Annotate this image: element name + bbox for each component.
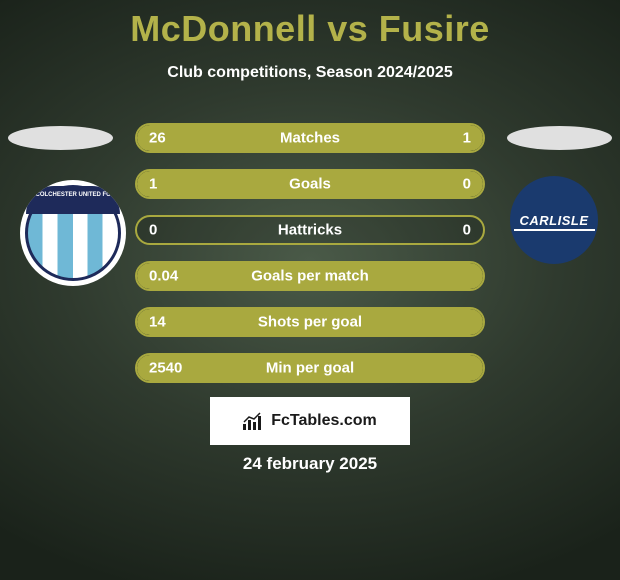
stat-value-left: 1 [149,176,157,193]
stat-value-left: 26 [149,130,166,147]
player-marker-left [8,126,113,150]
date-label: 24 february 2025 [243,454,377,474]
stat-label: Matches [280,130,340,147]
stat-label: Goals [289,176,331,193]
stat-label: Min per goal [266,360,354,377]
subtitle: Club competitions, Season 2024/2025 [0,64,620,82]
watermark: FcTables.com [210,397,410,445]
watermark-text: FcTables.com [271,412,377,430]
carlisle-badge-text: CARLISLE [520,213,589,228]
stat-value-left: 0.04 [149,268,178,285]
colchester-badge-icon: COLCHESTER UNITED FC [25,185,121,281]
stat-value-left: 14 [149,314,166,331]
stat-label: Hattricks [278,222,342,239]
stat-value-right: 1 [463,130,471,147]
stat-label: Goals per match [251,268,369,285]
stat-row-matches: 26 Matches 1 [135,123,485,153]
stat-value-left: 2540 [149,360,182,377]
team-badge-right: CARLISLE [510,176,598,264]
stat-label: Shots per goal [258,314,362,331]
team-badge-left: COLCHESTER UNITED FC [20,180,126,286]
bar-fill-left [137,125,403,151]
stat-value-right: 0 [463,176,471,193]
stat-row-shots-per-goal: 14 Shots per goal [135,307,485,337]
stats-bars: 26 Matches 1 1 Goals 0 0 Hattricks 0 0.0… [135,123,485,399]
stat-value-left: 0 [149,222,157,239]
infographic: McDonnell vs Fusire Club competitions, S… [0,0,620,580]
fctables-logo-icon [243,412,265,430]
page-title: McDonnell vs Fusire [0,0,620,50]
player-marker-right [507,126,612,150]
colchester-badge-text: COLCHESTER UNITED FC [26,186,120,214]
stat-row-hattricks: 0 Hattricks 0 [135,215,485,245]
stat-value-right: 0 [463,222,471,239]
bar-fill-right [403,125,483,151]
stat-row-goals-per-match: 0.04 Goals per match [135,261,485,291]
stat-row-min-per-goal: 2540 Min per goal [135,353,485,383]
stat-row-goals: 1 Goals 0 [135,169,485,199]
